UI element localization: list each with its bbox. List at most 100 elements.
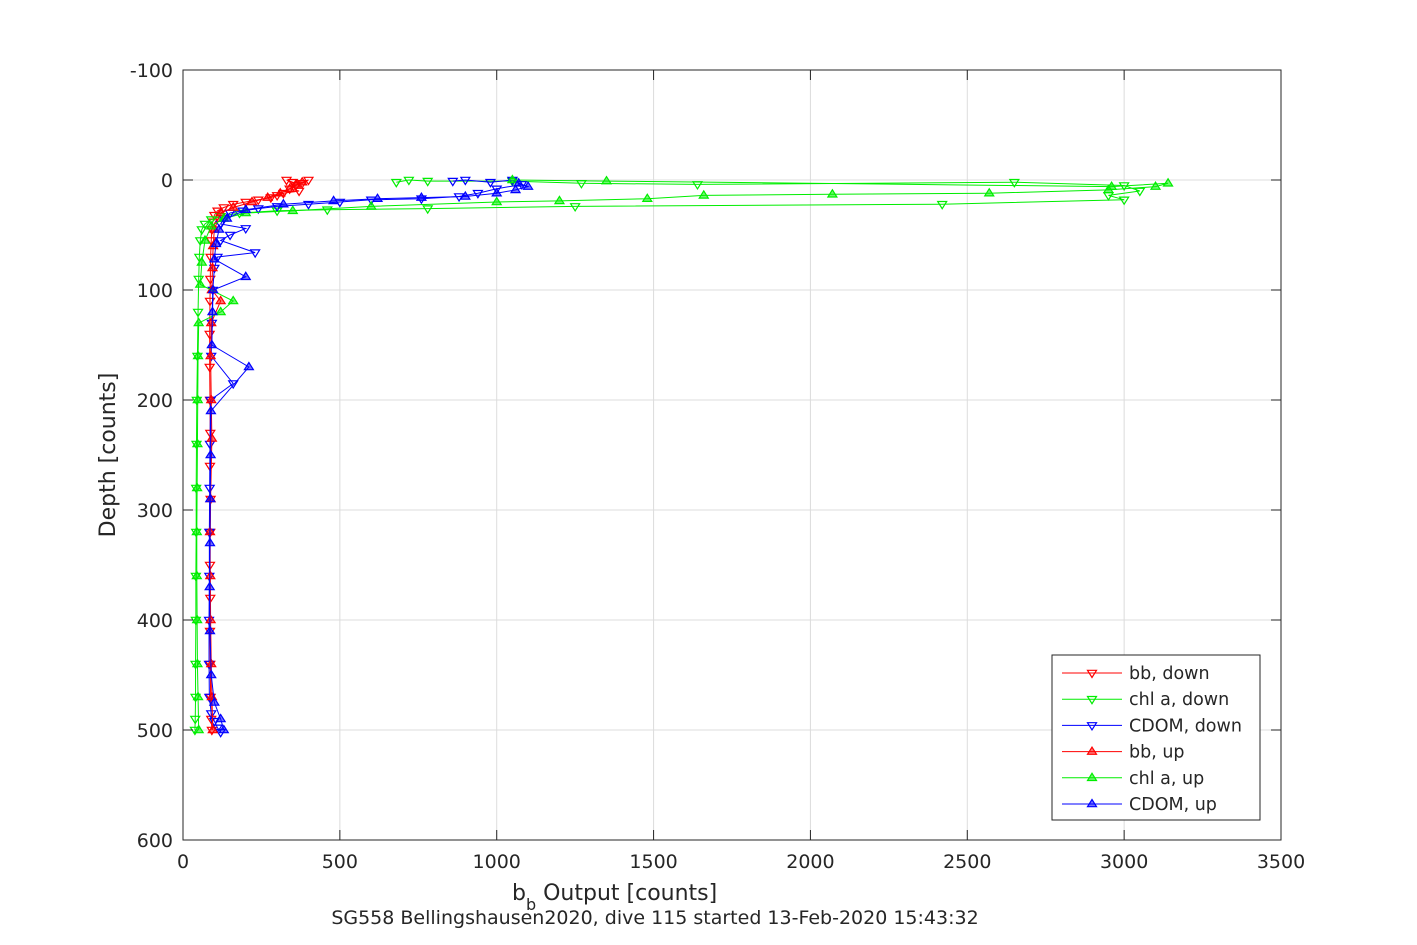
x-tick-label: 500 (322, 851, 358, 873)
data-point (240, 271, 252, 281)
x-tick-label: 0 (177, 851, 189, 873)
data-point (252, 205, 264, 215)
data-point (641, 193, 653, 202)
data-point (205, 350, 217, 360)
y-tick-label: 100 (137, 280, 173, 302)
data-point (206, 306, 219, 316)
data-point (206, 432, 218, 442)
data-point (249, 249, 261, 259)
y-tick-label: 200 (137, 390, 173, 412)
data-point (210, 238, 222, 248)
series-line (208, 179, 524, 733)
data-point (213, 223, 225, 233)
data-point (240, 225, 252, 235)
data-point (284, 183, 296, 193)
legend-label: chl a, down (1129, 690, 1229, 710)
x-axis-label-subscript: b (526, 895, 536, 914)
data-point (553, 195, 566, 205)
legend-label: bb, down (1129, 664, 1210, 684)
legend-item: bb, down (1062, 664, 1210, 684)
data-point (224, 231, 236, 241)
legend-marker (1086, 745, 1098, 755)
data-point (207, 284, 219, 294)
legend-marker (1086, 695, 1098, 705)
data-point (204, 625, 216, 635)
data-point (1008, 178, 1020, 188)
data-point (204, 581, 216, 591)
data-point (218, 724, 230, 734)
data-point (204, 493, 216, 503)
data-point (199, 220, 211, 230)
data-point (522, 180, 534, 190)
legend-item: chl a, up (1062, 769, 1204, 789)
figure-caption: SG558 Bellingshausen2020, dive 115 start… (331, 907, 978, 929)
data-point (403, 176, 415, 186)
data-point (243, 361, 255, 371)
data-point (1149, 180, 1162, 190)
data-point (191, 438, 204, 448)
x-axis-label: bb Output [counts] (512, 881, 717, 914)
y-tick-label: 600 (137, 830, 173, 852)
data-point (422, 205, 434, 215)
legend: bb, down chl a, down CDOM, down bb, up chl a… (1051, 654, 1261, 821)
data-point (208, 253, 220, 263)
data-point (208, 696, 220, 706)
data-point (371, 193, 384, 202)
data-point (215, 295, 227, 305)
data-point (328, 195, 340, 205)
x-axis-label-rest: Output [counts] (536, 881, 717, 906)
x-tick-label: 2500 (943, 851, 991, 873)
grid-lines (182, 69, 1282, 841)
x-tick-label: 3000 (1100, 851, 1148, 873)
data-point (192, 308, 204, 318)
data-point (206, 339, 218, 349)
data-point (205, 405, 217, 415)
data-point (205, 449, 217, 459)
data-point (484, 178, 497, 188)
x-tick-label: 1500 (629, 851, 677, 873)
legend-marker (1086, 669, 1098, 679)
data-point (204, 363, 216, 373)
data-point (936, 200, 948, 210)
data-point (204, 570, 216, 580)
data-point (205, 669, 217, 679)
data-point (1134, 187, 1146, 197)
data-point (472, 189, 484, 199)
data-point (227, 200, 239, 210)
data-point (513, 177, 525, 187)
y-tick-label: 400 (137, 610, 173, 632)
data-point (192, 394, 204, 404)
data-point (227, 201, 239, 211)
data-point (215, 207, 227, 217)
series-chl-a-up (191, 174, 1174, 734)
data-point (205, 614, 217, 624)
data-point (1118, 196, 1130, 206)
data-point (1106, 180, 1118, 190)
data-point (215, 237, 227, 247)
x-tick-label: 2000 (786, 851, 834, 873)
legend-label: bb, up (1129, 743, 1185, 763)
data-point (204, 484, 216, 494)
data-point (422, 177, 434, 187)
data-point (293, 187, 305, 197)
legend-marker (1086, 772, 1098, 782)
data-point (491, 187, 503, 197)
data-point (698, 189, 710, 199)
data-point (691, 181, 704, 191)
legend-label: CDOM, down (1129, 716, 1242, 736)
data-point (506, 174, 518, 184)
series-line (209, 182, 530, 731)
data-point (205, 317, 217, 327)
data-point (302, 200, 315, 210)
data-point (189, 715, 201, 725)
data-point (204, 537, 216, 547)
data-point (206, 262, 219, 272)
data-point (191, 658, 204, 668)
data-point (196, 226, 208, 236)
data-point (569, 203, 581, 213)
data-point (277, 198, 289, 208)
legend-item: CDOM, down (1062, 716, 1242, 736)
data-point (826, 188, 838, 198)
data-point (296, 176, 308, 186)
